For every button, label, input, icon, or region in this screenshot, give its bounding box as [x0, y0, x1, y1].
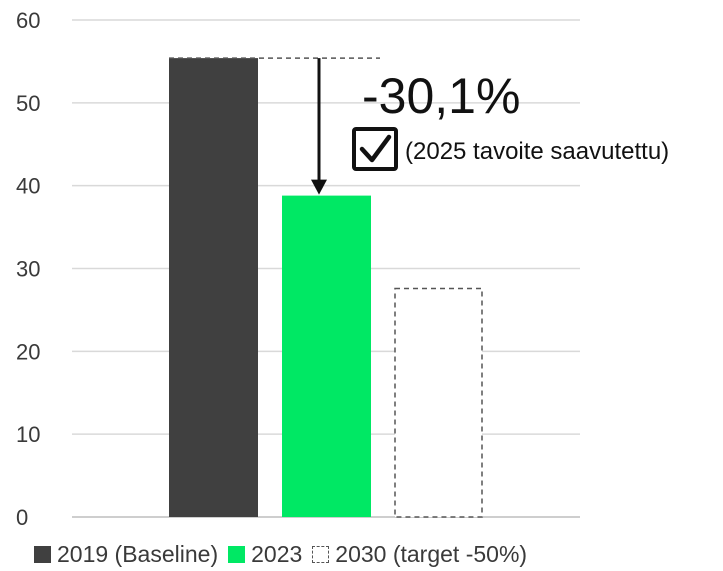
arrow-head — [311, 179, 327, 195]
legend-item-2023: 2023 — [228, 541, 302, 568]
legend-label-2019: 2019 (Baseline) — [57, 541, 219, 567]
legend-label-2030: 2030 (target -50%) — [335, 541, 528, 567]
change-annotation: -30,1% (2025 tavoite saavutettu) — [169, 57, 669, 195]
legend-label-2023: 2023 — [251, 541, 303, 567]
y-tick-label: 40 — [16, 174, 40, 199]
bar-2023 — [282, 195, 371, 517]
y-tick-label: 10 — [16, 422, 40, 447]
y-tick-label: 60 — [16, 8, 40, 33]
target-reached-note: (2025 tavoite saavutettu) — [405, 138, 669, 165]
y-axis: 0 10 20 30 40 50 60 — [16, 8, 40, 530]
legend-item-2019: 2019 (Baseline) — [34, 541, 218, 568]
y-tick-label: 20 — [16, 339, 40, 364]
legend-swatch-2023 — [228, 546, 246, 563]
y-tick-label: 50 — [16, 91, 40, 116]
legend: 2019 (Baseline) 2023 2030 (target -50%) — [34, 541, 537, 568]
legend-swatch-2030 — [312, 546, 330, 563]
checkbox-checked-icon — [352, 127, 398, 171]
legend-item-2030: 2030 (target -50%) — [312, 541, 527, 568]
y-tick-label: 0 — [16, 505, 28, 530]
y-tick-label: 30 — [16, 257, 40, 282]
bars — [169, 58, 483, 518]
legend-swatch-2019 — [34, 546, 51, 563]
bar-2019 — [169, 58, 258, 517]
bar-2030 — [394, 287, 483, 518]
change-percent-label: -30,1% — [362, 68, 520, 124]
